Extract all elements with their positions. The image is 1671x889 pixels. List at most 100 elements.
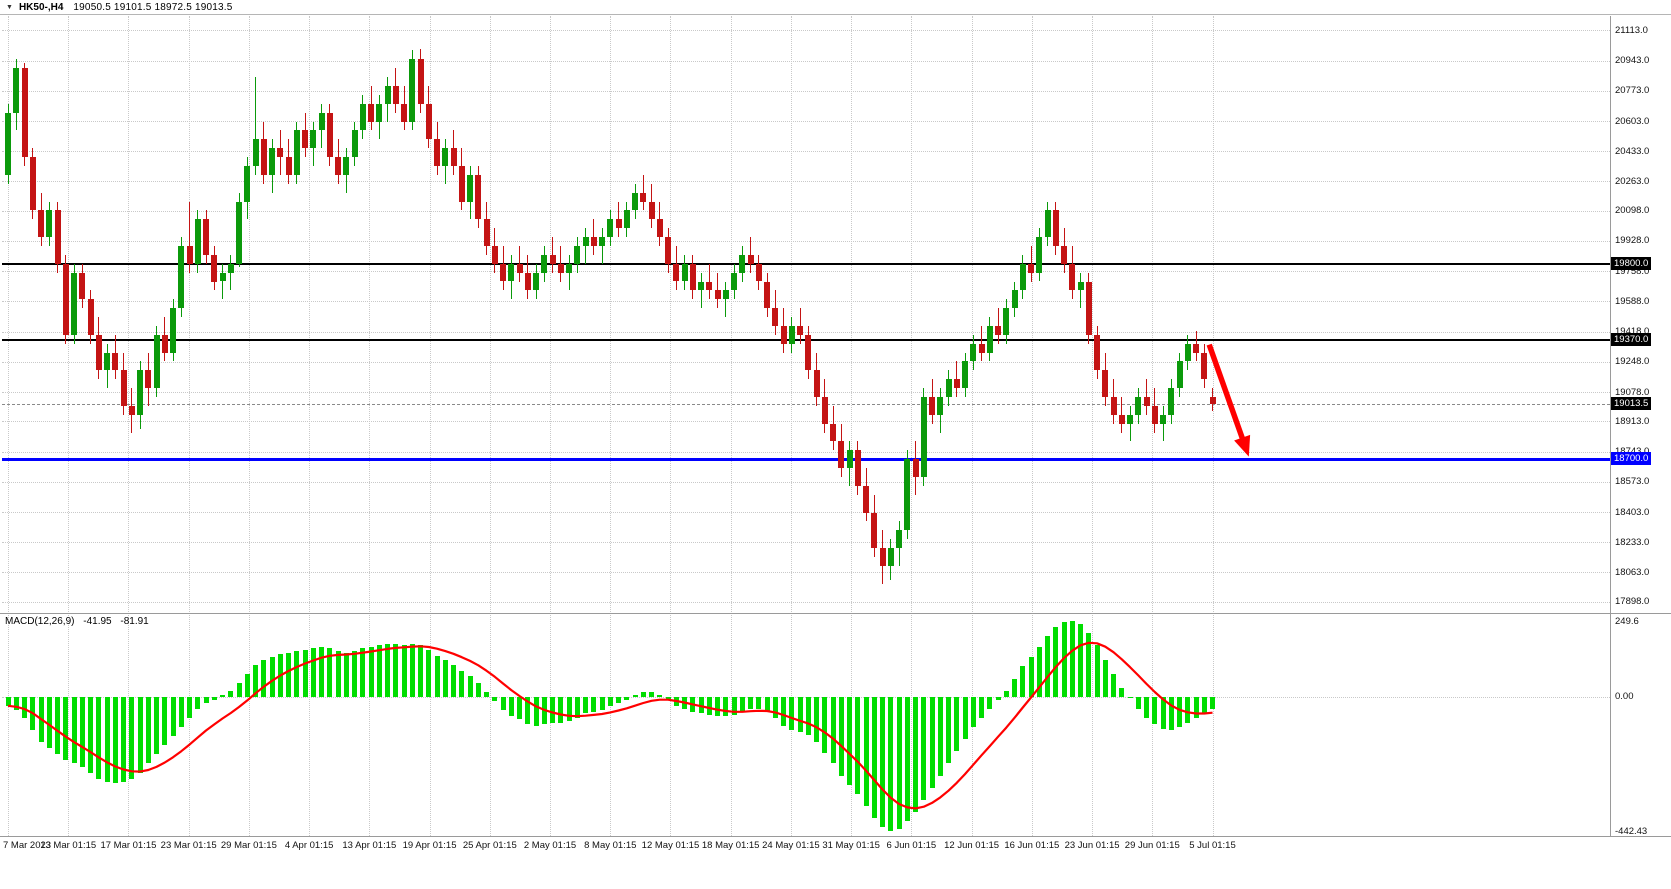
macd-histogram-bar — [38, 696, 44, 743]
macd-histogram-bar — [649, 692, 654, 697]
candle-body — [788, 325, 795, 344]
candle-body — [87, 299, 94, 335]
candle-wick — [601, 228, 603, 264]
candle-wick — [568, 254, 570, 291]
candle-body — [1085, 281, 1092, 335]
candle-body — [632, 192, 638, 211]
macd-histogram-bar — [657, 695, 663, 697]
macd-histogram-bar — [294, 651, 300, 697]
macd-histogram-bar — [566, 696, 572, 721]
horizontal-gridline — [2, 451, 1610, 453]
macd-histogram-bar — [253, 664, 258, 697]
macd-histogram-bar — [616, 696, 621, 703]
macd-histogram-bar — [327, 648, 333, 697]
macd-histogram-bar — [880, 696, 885, 828]
macd-histogram-bar — [203, 696, 209, 703]
candle-wick — [1162, 405, 1164, 442]
price-tick-label: 20773.0 — [1615, 85, 1650, 97]
candle-body — [368, 103, 374, 122]
horizontal-gridline — [2, 30, 1610, 32]
macd-histogram-bar — [772, 696, 778, 718]
symbol-dropdown-icon[interactable]: ▼ — [6, 3, 13, 11]
macd-histogram-bar — [863, 696, 869, 806]
macd-histogram-bar — [1003, 690, 1009, 697]
time-axis-label: 13 Mar 01:15 — [40, 840, 97, 851]
macd-histogram-bar — [624, 696, 630, 700]
macd-histogram-bar — [739, 696, 745, 712]
macd-histogram-bar — [970, 696, 976, 728]
candle-body — [128, 405, 135, 415]
candle-wick — [799, 308, 801, 344]
vertical-gridline — [188, 16, 190, 836]
candle-body — [574, 245, 581, 264]
macd-histogram-bar — [715, 696, 720, 717]
macd-histogram-bar — [830, 696, 836, 764]
current-price-line — [2, 403, 1610, 405]
candle-body — [170, 308, 176, 353]
candle-body — [640, 192, 647, 202]
candle-body — [384, 85, 391, 104]
macd-histogram-bar — [96, 696, 102, 779]
vertical-gridline — [730, 16, 732, 836]
candle-body — [772, 308, 779, 326]
candle-body — [722, 290, 729, 300]
candle-body — [1052, 210, 1059, 246]
macd-histogram-bar — [1020, 666, 1026, 697]
candle-body — [178, 245, 185, 309]
candle-body — [29, 157, 36, 211]
macd-histogram-bar — [1045, 636, 1050, 697]
macd-histogram-bar — [1168, 696, 1174, 731]
candle-body — [1176, 361, 1183, 389]
candle-body — [615, 219, 622, 229]
candle-body — [1003, 308, 1010, 335]
macd-histogram-bar — [467, 675, 473, 697]
candle-body — [549, 254, 556, 264]
macd-histogram-bar — [1094, 645, 1100, 697]
macd-histogram-bar — [401, 645, 407, 697]
macd-histogram-bar — [723, 696, 729, 717]
vertical-gridline — [670, 16, 672, 836]
candle-body — [970, 343, 977, 362]
macd-histogram-bar — [1160, 696, 1166, 729]
time-axis-label: 23 Jun 01:15 — [1064, 840, 1120, 851]
macd-histogram-bar — [797, 696, 803, 732]
candle-body — [805, 334, 812, 371]
candle-body — [879, 548, 886, 566]
candle-body — [260, 139, 267, 175]
price-badge: 19013.5 — [1611, 396, 1652, 410]
macd-histogram-bar — [896, 696, 902, 829]
candle-wick — [1129, 405, 1131, 442]
candle-body — [566, 263, 572, 273]
candle-body — [648, 201, 655, 220]
hline-object[interactable] — [2, 262, 1610, 265]
candle-body — [62, 263, 69, 335]
macd-histogram-bar — [665, 696, 671, 700]
candle-body — [318, 112, 325, 131]
vertical-gridline — [429, 16, 431, 836]
macd-histogram-bar — [269, 657, 275, 697]
price-tick-label: 18233.0 — [1615, 536, 1650, 548]
price-tick-label: 20433.0 — [1615, 145, 1650, 157]
vertical-gridline — [128, 16, 130, 836]
candle-body — [1168, 388, 1175, 415]
macd-histogram-bar — [418, 645, 423, 697]
macd-histogram-bar — [838, 696, 844, 776]
candle-body — [508, 263, 515, 282]
macd-tick-label: 0.00 — [1615, 691, 1634, 703]
price-badge: 19800.0 — [1611, 256, 1652, 270]
macd-histogram-bar — [459, 670, 465, 697]
candle-wick — [717, 272, 718, 309]
candle-body — [937, 397, 944, 415]
macd-histogram-bar — [261, 660, 267, 697]
macd-histogram-bar — [145, 696, 151, 764]
macd-histogram-bar — [921, 696, 927, 800]
macd-histogram-bar — [162, 696, 168, 746]
candle-body — [904, 459, 911, 531]
hline-object[interactable] — [2, 457, 1610, 461]
macd-histogram-bar — [112, 696, 118, 784]
candle-body — [491, 245, 498, 264]
candle-body — [458, 165, 465, 202]
macd-histogram-bar — [822, 696, 828, 753]
